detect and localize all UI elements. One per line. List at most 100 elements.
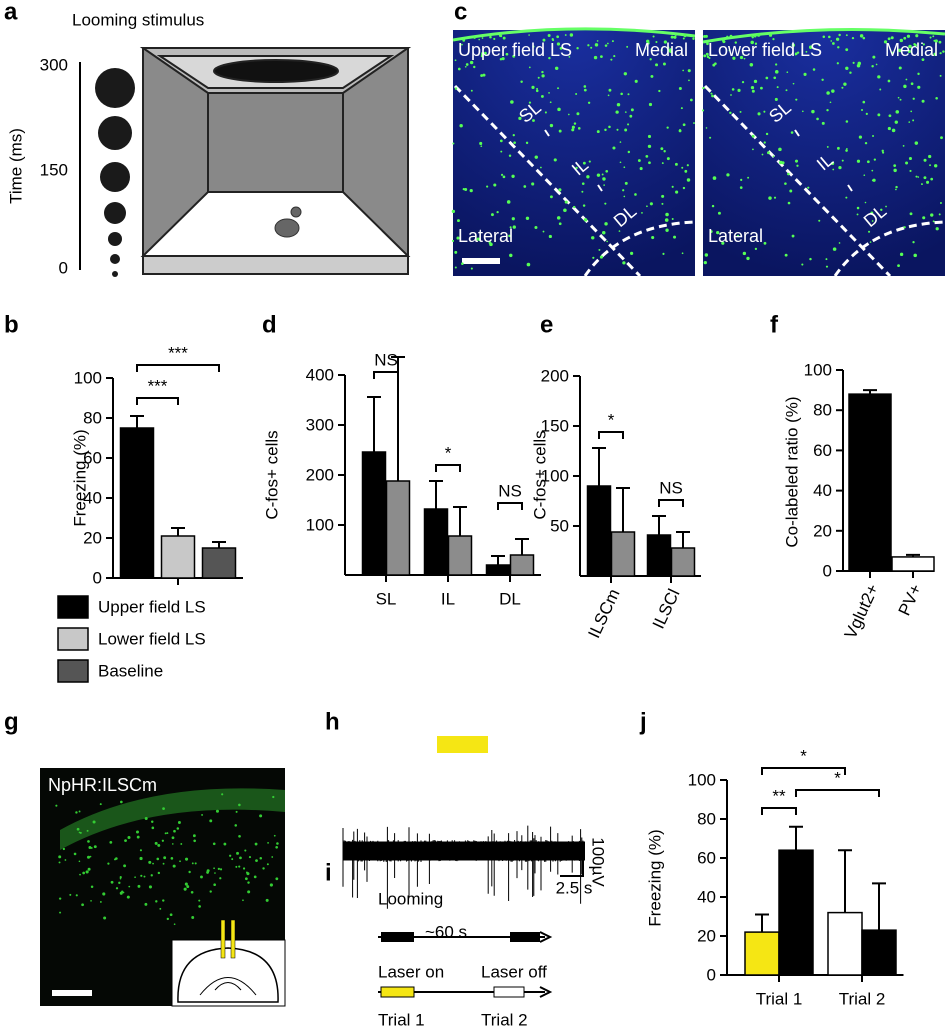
cell-dot: [124, 839, 127, 843]
cell-dot: [581, 182, 585, 185]
cell-dot: [835, 37, 840, 41]
cell-dot: [623, 166, 626, 169]
cell-dot: [845, 66, 849, 71]
cell-dot: [610, 58, 613, 61]
cell-dot: [135, 830, 139, 834]
cell-dot: [845, 120, 849, 123]
cell-dot: [99, 901, 102, 903]
cell-dot: [244, 849, 247, 852]
cell-dot: [639, 167, 643, 171]
cell-dot: [207, 869, 210, 872]
cell-dot: [236, 851, 239, 855]
histology-images: [451, 27, 946, 278]
cell-dot: [684, 169, 688, 173]
cell-dot: [942, 50, 945, 53]
cell-dot: [868, 230, 871, 233]
y-tick-label: 40: [83, 489, 102, 508]
cell-dot: [895, 188, 897, 191]
cell-dot: [825, 265, 829, 268]
cell-dot: [845, 196, 848, 199]
bar: [744, 931, 780, 976]
cell-dot: [912, 119, 915, 122]
cell-dot: [794, 159, 799, 163]
bar: [670, 547, 696, 577]
cell-dot: [568, 56, 571, 58]
cell-dot: [864, 141, 868, 145]
cell-dot: [908, 156, 912, 161]
cell-dot: [898, 48, 902, 53]
cell-dot: [602, 231, 606, 235]
cell-dot: [910, 82, 914, 86]
cell-dot: [692, 35, 695, 38]
cell-dot: [159, 907, 162, 910]
cell-dot: [734, 41, 737, 44]
significance-bracket: [761, 807, 797, 815]
cell-dot: [805, 50, 808, 53]
cell-dot: [742, 53, 745, 56]
axis-label: Time (ms): [7, 128, 26, 204]
cell-dot: [660, 49, 663, 52]
cell-dot: [235, 865, 238, 868]
cell-dot: [934, 39, 938, 43]
cell-dot: [932, 220, 935, 223]
scale-label: 2.5 s: [556, 879, 593, 898]
cell-dot: [76, 827, 80, 831]
cell-dot: [90, 885, 94, 889]
cell-dot: [139, 856, 143, 861]
error-bar: [130, 415, 144, 428]
cell-dot: [831, 89, 835, 93]
cell-dot: [885, 205, 887, 208]
cell-dot: [89, 855, 92, 858]
cell-dot: [856, 206, 860, 210]
cell-dot: [593, 55, 598, 60]
cell-dot: [478, 38, 481, 41]
y-tick-label: 20: [697, 927, 716, 946]
bar: [361, 451, 387, 576]
cell-dot: [662, 252, 665, 255]
cell-dot: [575, 166, 578, 170]
cell-dot: [915, 175, 918, 178]
cell-dot: [646, 205, 648, 208]
cell-dot: [752, 148, 754, 151]
cell-dot: [547, 34, 551, 38]
error-bar: [171, 527, 185, 536]
cell-dot: [857, 61, 862, 66]
cell-dot: [906, 34, 911, 38]
cell-dot: [480, 74, 484, 77]
cell-dot: [887, 126, 891, 131]
cell-dot: [499, 139, 503, 143]
cell-dot: [540, 166, 542, 169]
cell-dot: [556, 42, 561, 46]
cell-dot: [899, 98, 902, 101]
cell-dot: [627, 123, 630, 126]
cell-dot: [157, 871, 161, 875]
cell-dot: [493, 37, 496, 41]
cell-dot: [660, 147, 664, 151]
panel-letter: i: [325, 860, 332, 887]
cell-dot: [194, 862, 197, 865]
cell-dot: [200, 875, 203, 879]
cell-dot: [459, 123, 463, 128]
panel-letter: e: [540, 312, 553, 339]
panel-letter: j: [639, 709, 647, 736]
cell-dot: [872, 55, 876, 59]
cell-dot: [836, 62, 839, 65]
cell-dot: [761, 153, 764, 156]
cell-dot: [150, 874, 153, 877]
significance-label: *: [445, 444, 452, 463]
cell-dot: [506, 200, 511, 204]
cell-dot: [239, 856, 242, 860]
cell-dot: [144, 817, 148, 821]
cell-dot: [845, 149, 848, 152]
cell-dot: [784, 182, 787, 185]
cell-dot: [914, 141, 919, 145]
cell-dot: [891, 128, 896, 133]
cell-dot: [548, 234, 552, 239]
cell-dot: [710, 92, 713, 95]
cell-dot: [616, 128, 619, 131]
cell-dot: [646, 48, 649, 50]
cell-dot: [272, 795, 275, 799]
cell-dot: [674, 162, 678, 166]
cell-dot: [711, 94, 714, 98]
cell-dot: [604, 222, 608, 226]
